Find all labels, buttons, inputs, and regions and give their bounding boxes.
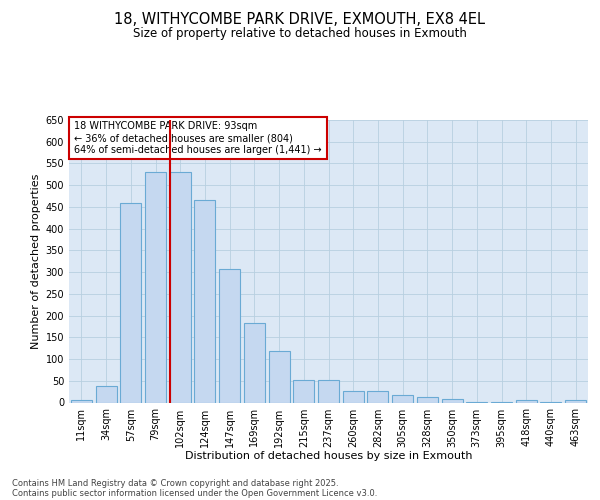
Bar <box>565 400 586 402</box>
Text: 18, WITHYCOMBE PARK DRIVE, EXMOUTH, EX8 4EL: 18, WITHYCOMBE PARK DRIVE, EXMOUTH, EX8 … <box>115 12 485 28</box>
Bar <box>145 172 166 402</box>
Bar <box>318 380 339 402</box>
Bar <box>219 269 240 402</box>
Bar <box>417 397 438 402</box>
Bar <box>442 398 463 402</box>
Text: Size of property relative to detached houses in Exmouth: Size of property relative to detached ho… <box>133 28 467 40</box>
Bar <box>194 200 215 402</box>
Bar <box>244 322 265 402</box>
Text: 18 WITHYCOMBE PARK DRIVE: 93sqm
← 36% of detached houses are smaller (804)
64% o: 18 WITHYCOMBE PARK DRIVE: 93sqm ← 36% of… <box>74 122 322 154</box>
Text: Contains HM Land Registry data © Crown copyright and database right 2025.: Contains HM Land Registry data © Crown c… <box>12 478 338 488</box>
Bar <box>516 400 537 402</box>
Bar <box>120 202 141 402</box>
Bar <box>367 391 388 402</box>
Text: Contains public sector information licensed under the Open Government Licence v3: Contains public sector information licen… <box>12 488 377 498</box>
Bar <box>71 400 92 402</box>
Bar <box>343 391 364 402</box>
Bar <box>392 395 413 402</box>
Bar <box>269 351 290 403</box>
X-axis label: Distribution of detached houses by size in Exmouth: Distribution of detached houses by size … <box>185 451 472 461</box>
Bar <box>170 172 191 402</box>
Bar <box>293 380 314 402</box>
Bar <box>95 386 116 402</box>
Y-axis label: Number of detached properties: Number of detached properties <box>31 174 41 349</box>
